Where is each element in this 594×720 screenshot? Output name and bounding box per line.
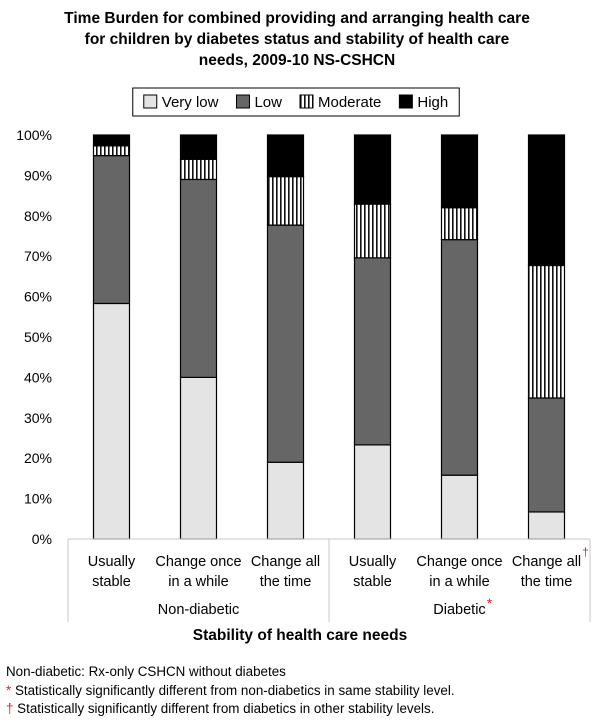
footnote-2-mark: * — [6, 682, 12, 698]
bar-very-low — [266, 461, 305, 540]
legend-label: High — [417, 94, 448, 111]
bar-very-low — [527, 511, 566, 540]
bar-high — [179, 134, 218, 160]
footnote-3-mark: † — [6, 701, 14, 716]
footnote-2: * Statistically significantly different … — [6, 682, 455, 701]
x-tick-label-line-1: Usually — [88, 554, 136, 570]
x-tick-label-line-1: Change once — [155, 554, 241, 570]
x-tick-label-line-2: stable — [353, 574, 392, 590]
y-tick-label: 90% — [24, 167, 52, 183]
x-tick-label-line-1: Change once — [416, 554, 502, 570]
bar-high — [266, 134, 305, 178]
bar-stack-2 — [179, 134, 218, 540]
group-label: Non-diabetic — [158, 602, 239, 618]
y-tick-label: 60% — [24, 289, 52, 305]
bar-very-low — [353, 444, 392, 540]
x-axis-title: Stability of health care needs — [193, 627, 407, 644]
footnote-3: † Statistically significantly different … — [6, 700, 455, 719]
bar-very-low — [92, 302, 131, 540]
footnote-1-text: Non-diabetic: Rx-only CSHCN without diab… — [6, 664, 286, 679]
legend-item-low: Low — [235, 94, 282, 111]
bar-high — [353, 134, 392, 205]
footnote-1: Non-diabetic: Rx-only CSHCN without diab… — [6, 663, 455, 682]
legend-label: Low — [254, 94, 282, 111]
legend-item-very-low: Very low — [143, 94, 219, 111]
y-tick-label: 80% — [24, 208, 52, 224]
bar-very-low — [179, 376, 218, 540]
chart-legend: Very low Low Moderate High — [132, 87, 460, 117]
bar-moderate — [353, 203, 392, 259]
y-tick-label: 0% — [32, 531, 52, 547]
bar-moderate — [179, 158, 218, 181]
legend-label: Very low — [162, 94, 219, 111]
y-tick-label: 40% — [24, 369, 52, 385]
bar-moderate — [527, 264, 566, 399]
x-tick-label-line-2: the time — [260, 574, 312, 590]
bar-low — [266, 224, 305, 463]
bar-very-low — [440, 474, 479, 540]
bar-stack-3 — [266, 134, 305, 540]
bar-low — [440, 239, 479, 476]
bar-stack-6 — [527, 134, 566, 540]
x-tick-label-line-1: Change all — [251, 554, 320, 570]
bar-moderate — [440, 207, 479, 241]
bar-moderate — [92, 145, 131, 157]
x-tick-label-line-2: in a while — [429, 574, 489, 590]
bar-high — [92, 134, 131, 147]
bar-low — [527, 397, 566, 513]
legend-swatch — [398, 94, 413, 109]
group-label-mark: * — [487, 595, 493, 611]
bar-high — [527, 134, 566, 267]
y-tick-label: 20% — [24, 450, 52, 466]
bar-low — [179, 178, 218, 379]
legend-swatch — [143, 94, 158, 109]
chart-title: Time Burden for combined providing and a… — [0, 8, 594, 71]
footnotes: Non-diabetic: Rx-only CSHCN without diab… — [6, 663, 455, 719]
chart-title-line-3: needs, 2009-10 NS-CSHCN — [198, 52, 396, 69]
x-tick-label-line-2: the time — [521, 574, 573, 590]
bars — [92, 134, 566, 540]
group-label: Diabetic — [433, 602, 485, 618]
bar-low — [353, 257, 392, 446]
x-tick-label-line-2: stable — [92, 574, 131, 590]
y-tick-label: 100% — [16, 127, 52, 143]
y-axis: 0% 10% 20% 30% 40% 50% 60% 70% 80% 90% 100% — [16, 127, 52, 547]
legend-item-moderate: Moderate — [299, 94, 381, 111]
bar-low — [92, 155, 131, 305]
legend-swatch — [235, 94, 250, 109]
footnote-3-text: Statistically significantly different fr… — [13, 701, 435, 716]
x-tick-mark: † — [582, 545, 589, 559]
y-tick-label: 70% — [24, 248, 52, 264]
legend-item-high: High — [398, 94, 448, 111]
y-tick-label: 30% — [24, 410, 52, 426]
footnote-2-text: Statistically significantly different fr… — [11, 682, 455, 698]
x-tick-label-line-2: in a while — [168, 574, 228, 590]
x-axis: Usually stable Change once in a while Change… — [67, 538, 591, 622]
chart-title-line-2: for children by diabetes status and stab… — [84, 31, 510, 48]
chart-title-line-1: Time Burden for combined providing and a… — [64, 10, 530, 27]
y-tick-label: 50% — [24, 329, 52, 345]
legend-swatch — [299, 94, 314, 109]
y-tick-label: 10% — [24, 491, 52, 507]
x-tick-label-line-1: Usually — [349, 554, 397, 570]
bar-stack-1 — [92, 134, 131, 540]
bar-stack-5 — [440, 134, 479, 540]
bar-high — [440, 134, 479, 209]
x-tick-label-line-1: Change all — [512, 554, 581, 570]
legend-label: Moderate — [318, 94, 381, 111]
bar-stack-4 — [353, 134, 392, 540]
bar-moderate — [266, 176, 305, 226]
